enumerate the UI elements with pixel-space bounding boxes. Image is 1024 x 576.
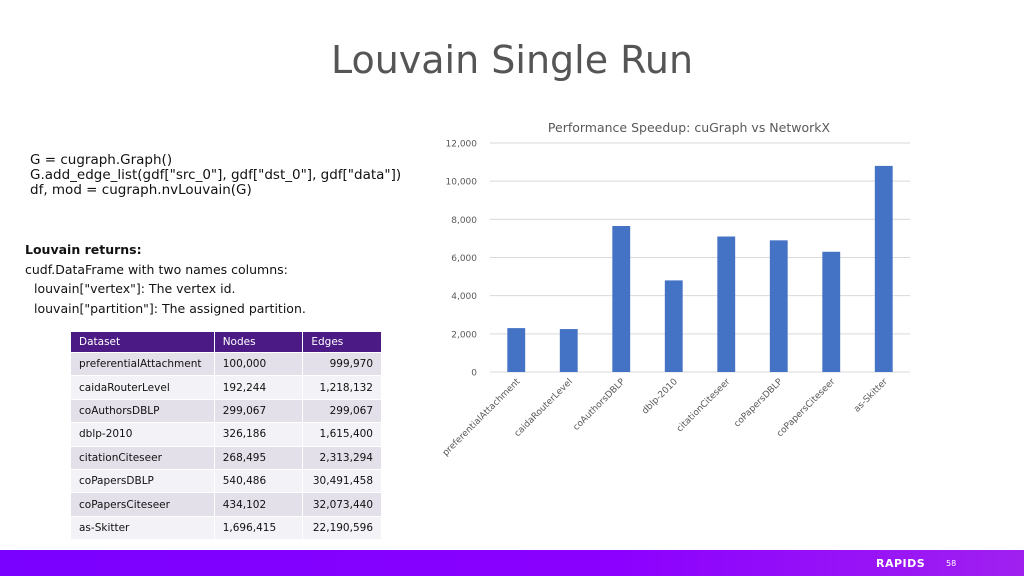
cell-dataset: coPapersDBLP xyxy=(70,468,215,494)
table-row: caidaRouterLevel 192,244 1,218,132 xyxy=(70,375,382,400)
y-tick-label: 2,000 xyxy=(451,330,477,340)
x-tick-label: coAuthorsDBLP xyxy=(572,377,628,433)
dataset-table: Dataset Nodes Edges preferentialAttachme… xyxy=(70,331,382,541)
y-tick-label: 10,000 xyxy=(446,178,478,188)
cell-edges: 1,218,132 xyxy=(302,375,382,400)
table-row: coPapersCiteseer 434,102 32,073,440 xyxy=(70,492,382,517)
rapids-logo: RAPIDS xyxy=(876,557,926,570)
cell-dataset: as-Skitter xyxy=(70,515,215,541)
cell-dataset: coAuthorsDBLP xyxy=(70,398,215,424)
cell-nodes: 268,495 xyxy=(213,445,304,470)
code-line: df, mod = cugraph.nvLouvain(G) xyxy=(30,182,252,198)
returns-heading: Louvain returns: xyxy=(25,242,142,257)
cell-edges: 1,615,400 xyxy=(302,422,382,447)
chart-x-labels: preferentialAttachmentcaidaRouterLevelco… xyxy=(441,377,890,459)
code-block: G = cugraph.Graph() G.add_edge_list(gdf[… xyxy=(30,153,401,198)
bar xyxy=(822,251,841,372)
cell-dataset: dblp-2010 xyxy=(70,422,215,447)
bar xyxy=(612,226,631,372)
x-tick-label: as-Skitter xyxy=(852,377,890,415)
y-tick-label: 6,000 xyxy=(451,254,477,264)
table-row: as-Skitter 1,696,415 22,190,596 xyxy=(70,515,382,541)
cell-nodes: 434,102 xyxy=(213,492,304,517)
y-tick-label: 4,000 xyxy=(451,292,477,302)
y-tick-label: 12,000 xyxy=(446,140,478,150)
chart-title: Performance Speedup: cuGraph vs NetworkX xyxy=(548,120,831,135)
header-dataset: Dataset xyxy=(70,331,215,353)
bar xyxy=(559,329,578,372)
x-tick-label: dblp-2010 xyxy=(640,377,680,417)
returns-partition: louvain["partition"]: The assigned parti… xyxy=(34,300,306,316)
cell-nodes: 1,696,415 xyxy=(213,515,304,541)
y-tick-label: 8,000 xyxy=(451,216,477,226)
table-row: citationCiteseer 268,495 2,313,294 xyxy=(70,445,382,470)
header-edges: Edges xyxy=(302,331,382,353)
bar xyxy=(769,240,788,372)
table-header-row: Dataset Nodes Edges xyxy=(70,331,382,353)
table-row: coAuthorsDBLP 299,067 299,067 xyxy=(70,398,382,424)
returns-desc: cudf.DataFrame with two names columns: xyxy=(25,261,288,277)
cell-edges: 32,073,440 xyxy=(302,492,382,517)
table-row: coPapersDBLP 540,486 30,491,458 xyxy=(70,468,382,494)
bar xyxy=(874,165,893,372)
bar xyxy=(664,280,683,372)
cell-edges: 999,970 xyxy=(302,351,382,377)
cell-dataset: caidaRouterLevel xyxy=(70,375,215,400)
x-tick-label: caidaRouterLevel xyxy=(513,377,575,439)
cell-nodes: 326,186 xyxy=(213,422,304,447)
footer-bar xyxy=(0,550,1024,576)
cell-nodes: 299,067 xyxy=(213,398,304,424)
cell-nodes: 540,486 xyxy=(213,468,304,494)
cell-edges: 22,190,596 xyxy=(302,515,382,541)
cell-dataset: coPapersCiteseer xyxy=(70,492,215,517)
page-number: 58 xyxy=(946,559,957,568)
returns-vertex: louvain["vertex"]: The vertex id. xyxy=(34,281,236,296)
cell-dataset: preferentialAttachment xyxy=(70,351,215,377)
slide-title: Louvain Single Run xyxy=(330,38,694,82)
code-line: G.add_edge_list(gdf["src_0"], gdf["dst_0… xyxy=(30,167,402,183)
x-tick-label: coPapersCiteseer xyxy=(775,377,837,439)
cell-nodes: 192,244 xyxy=(213,375,304,400)
code-line: G = cugraph.Graph() xyxy=(30,152,173,168)
cell-nodes: 100,000 xyxy=(213,351,304,377)
bar xyxy=(507,328,526,372)
cell-edges: 2,313,294 xyxy=(302,445,382,470)
table-row: preferentialAttachment 100,000 999,970 xyxy=(70,351,382,377)
cell-edges: 299,067 xyxy=(302,398,382,424)
header-nodes: Nodes xyxy=(213,331,304,353)
cell-edges: 30,491,458 xyxy=(302,468,382,494)
chart-gridlines xyxy=(490,142,910,373)
cell-dataset: citationCiteseer xyxy=(70,445,215,470)
y-tick-label: 0 xyxy=(471,369,477,379)
returns-description: Louvain returns: cudf.DataFrame with two… xyxy=(25,240,306,318)
x-tick-label: citationCiteseer xyxy=(675,377,733,435)
x-tick-label: coPapersDBLP xyxy=(732,377,785,430)
speedup-bar-chart: Performance Speedup: cuGraph vs NetworkX… xyxy=(441,120,910,459)
chart-y-ticks: 0 2,000 4,000 6,000 8,000 10,000 12,000 xyxy=(446,140,478,379)
bar xyxy=(717,236,736,372)
table-row: dblp-2010 326,186 1,615,400 xyxy=(70,422,382,447)
chart-bars xyxy=(507,165,893,372)
x-tick-label: preferentialAttachment xyxy=(441,377,523,459)
